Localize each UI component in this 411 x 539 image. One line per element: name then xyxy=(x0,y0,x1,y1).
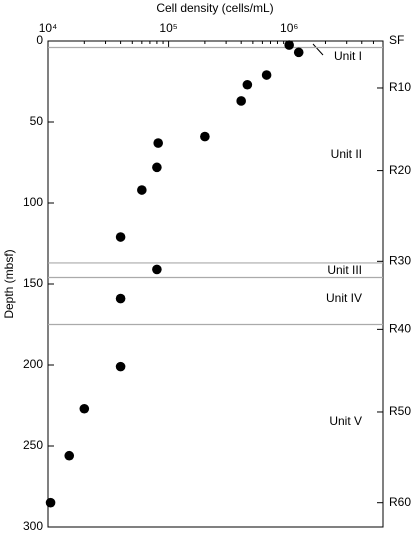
data-point xyxy=(284,40,294,50)
unit-label: Unit III xyxy=(327,263,362,277)
data-point xyxy=(152,264,162,275)
x-tick-label: 10⁵ xyxy=(159,21,177,35)
unit-label: Unit I xyxy=(334,49,362,63)
y2-tick-label: R20 xyxy=(389,163,411,177)
data-point xyxy=(242,79,253,90)
y-tick-label: 300 xyxy=(23,519,43,533)
y-tick-label: 200 xyxy=(23,357,43,371)
data-point xyxy=(152,162,162,173)
y-tick-label: 50 xyxy=(30,114,44,128)
y-tick-label: 100 xyxy=(23,195,43,209)
data-point xyxy=(115,361,126,372)
data-point xyxy=(261,70,272,80)
data-point xyxy=(45,497,56,508)
data-point xyxy=(115,232,126,242)
y2-tick-label: R50 xyxy=(389,404,411,418)
y2-tick-label: R10 xyxy=(389,80,411,94)
y-tick-label: 0 xyxy=(36,33,43,47)
chart-title: Cell density (cells/mL) xyxy=(156,1,273,15)
y2-tick-label: R40 xyxy=(389,322,411,336)
y-axis-label: Depth (mbsf) xyxy=(2,249,16,318)
data-point xyxy=(293,47,304,58)
data-point xyxy=(137,185,147,195)
y2-tick-label: SF xyxy=(389,33,404,47)
x-tick-label: 10⁴ xyxy=(39,21,58,35)
data-point xyxy=(200,131,210,142)
unit-label: Unit V xyxy=(329,414,362,428)
y-tick-label: 250 xyxy=(23,438,43,452)
data-point xyxy=(79,403,90,414)
plot-frame xyxy=(47,40,384,528)
y2-tick-label: R30 xyxy=(389,253,411,267)
unit-label: Unit II xyxy=(331,147,362,161)
data-point xyxy=(64,450,75,461)
data-point xyxy=(236,96,246,106)
y2-tick-label: R60 xyxy=(389,495,411,509)
data-point xyxy=(115,293,126,304)
data-point xyxy=(153,138,163,148)
unit-label: Unit IV xyxy=(326,291,362,305)
x-tick-label: 10⁶ xyxy=(280,21,298,35)
y-tick-label: 150 xyxy=(23,276,43,290)
leader-line xyxy=(312,43,324,56)
